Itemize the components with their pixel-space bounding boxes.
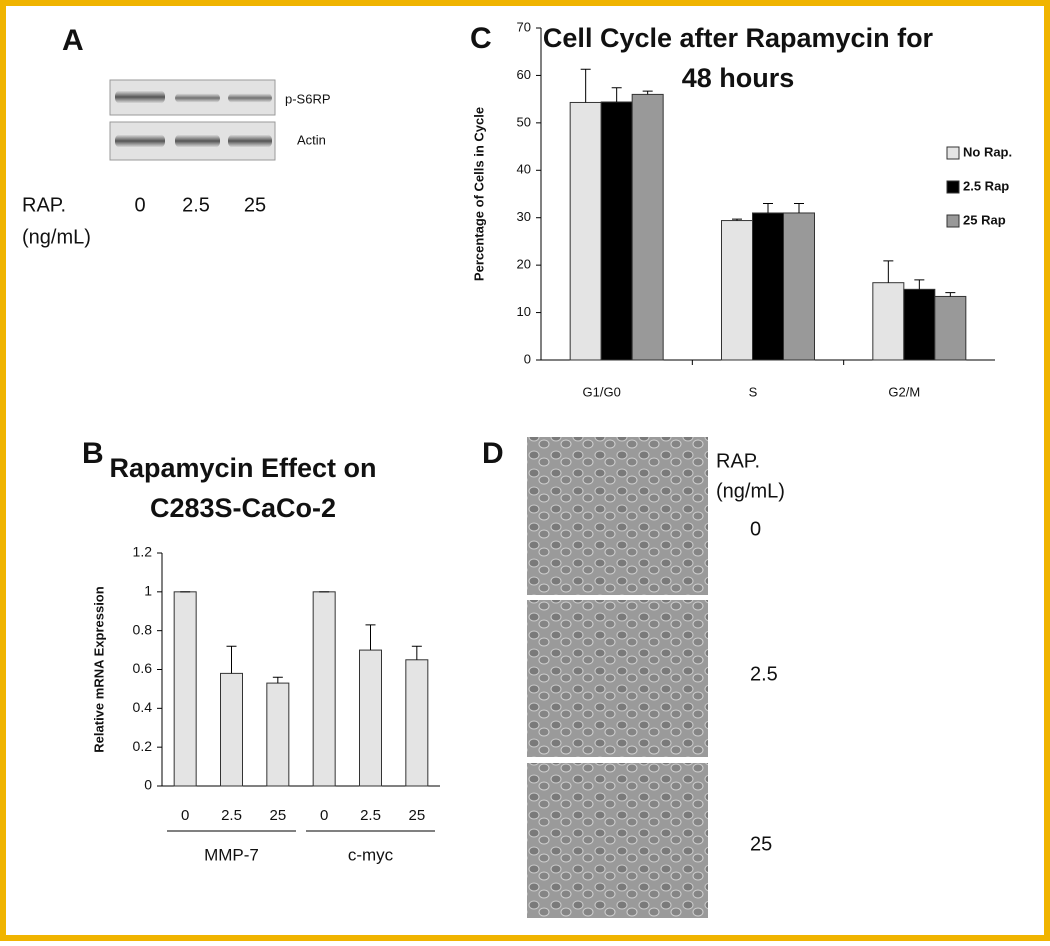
band-label: p-S6RP — [285, 91, 331, 106]
error-bar — [763, 202, 773, 213]
bar — [600, 101, 633, 361]
y-tick-label: 0.2 — [133, 738, 153, 754]
legend-swatch — [946, 214, 960, 228]
bar — [631, 93, 664, 361]
axis-label: RAP. — [716, 450, 760, 472]
panel-label: B — [82, 437, 104, 470]
blot-band — [228, 134, 272, 148]
bar — [220, 672, 243, 787]
error-bar — [732, 218, 742, 221]
micrograph — [527, 437, 708, 595]
chart-title: Rapamycin Effect on — [109, 453, 376, 483]
error-bar — [945, 292, 956, 297]
panel-label: A — [62, 24, 84, 57]
error-bar — [411, 645, 422, 660]
panel-label: C — [470, 22, 492, 55]
blot-band — [175, 134, 220, 148]
blot-band — [175, 93, 220, 103]
dose-label: 25 — [244, 194, 266, 216]
bar — [405, 659, 429, 787]
bar — [934, 295, 967, 361]
y-tick-label: 50 — [517, 114, 531, 129]
dose-label: 2.5 — [182, 194, 210, 216]
x-tick-label: 2.5 — [360, 807, 381, 824]
error-bar — [883, 260, 894, 283]
error-bar — [272, 676, 283, 684]
bar — [872, 282, 905, 361]
panel-label: D — [482, 437, 504, 470]
x-tick-label: 2.5 — [221, 807, 242, 824]
x-tick-label: G2/M — [888, 384, 920, 399]
legend-label: 2.5 Rap — [963, 178, 1009, 193]
chart-title: C283S-CaCo-2 — [150, 493, 336, 523]
blot-band — [115, 134, 165, 148]
error-bar — [580, 68, 591, 103]
error-bar — [226, 645, 237, 674]
y-tick-label: 40 — [517, 162, 531, 177]
axis-label: (ng/mL) — [22, 226, 91, 248]
group-label: c-myc — [348, 845, 394, 864]
y-tick-label: 0.4 — [133, 699, 153, 715]
x-tick-label: 25 — [269, 807, 286, 824]
axis-label: (ng/mL) — [716, 480, 785, 502]
bar — [752, 212, 784, 361]
bar — [312, 591, 336, 787]
y-tick-label: 60 — [517, 67, 531, 82]
y-tick-label: 0 — [144, 777, 152, 793]
dose-label: 0 — [750, 518, 761, 540]
bar — [266, 682, 290, 787]
y-tick-label: 20 — [517, 257, 531, 272]
bar — [721, 220, 753, 361]
micrograph — [527, 763, 708, 918]
dose-label: 25 — [750, 833, 772, 855]
error-bar — [642, 90, 653, 95]
y-tick-label: 0 — [524, 351, 531, 366]
x-tick-label: G1/G0 — [583, 384, 621, 399]
chart-title: Cell Cycle after Rapamycin for — [543, 23, 934, 53]
chart-title: 48 hours — [682, 63, 795, 93]
blot-band — [228, 93, 272, 103]
bar — [173, 591, 197, 787]
blot-band — [115, 90, 165, 104]
error-bar — [914, 279, 925, 290]
group-label: MMP-7 — [204, 845, 259, 864]
band-label: Actin — [297, 132, 326, 147]
axis-label: RAP. — [22, 194, 66, 216]
y-axis-label: Percentage of Cells in Cycle — [471, 107, 486, 281]
error-bar — [794, 202, 804, 213]
legend-swatch — [946, 146, 960, 160]
bar — [569, 101, 602, 361]
x-tick-label: S — [749, 384, 758, 399]
error-bar — [611, 87, 622, 102]
dose-label: 0 — [134, 194, 145, 216]
y-tick-label: 1 — [144, 583, 152, 599]
bar — [783, 212, 815, 361]
y-tick-label: 1.2 — [133, 544, 153, 560]
x-tick-label: 25 — [408, 807, 425, 824]
micrograph — [527, 600, 708, 757]
y-tick-label: 70 — [517, 19, 531, 34]
bar — [359, 649, 382, 787]
dose-label: 2.5 — [750, 663, 778, 685]
legend-label: No Rap. — [963, 144, 1012, 159]
y-tick-label: 10 — [517, 304, 531, 319]
y-axis-label: Relative mRNA Expression — [91, 586, 106, 752]
bar — [903, 288, 936, 361]
x-tick-label: 0 — [320, 807, 328, 824]
x-tick-label: 0 — [181, 807, 189, 824]
y-tick-label: 30 — [517, 209, 531, 224]
y-tick-label: 0.8 — [133, 621, 153, 637]
legend-label: 25 Rap — [963, 212, 1006, 227]
legend-swatch — [946, 180, 960, 194]
error-bar — [365, 624, 376, 651]
y-tick-label: 0.6 — [133, 660, 153, 676]
